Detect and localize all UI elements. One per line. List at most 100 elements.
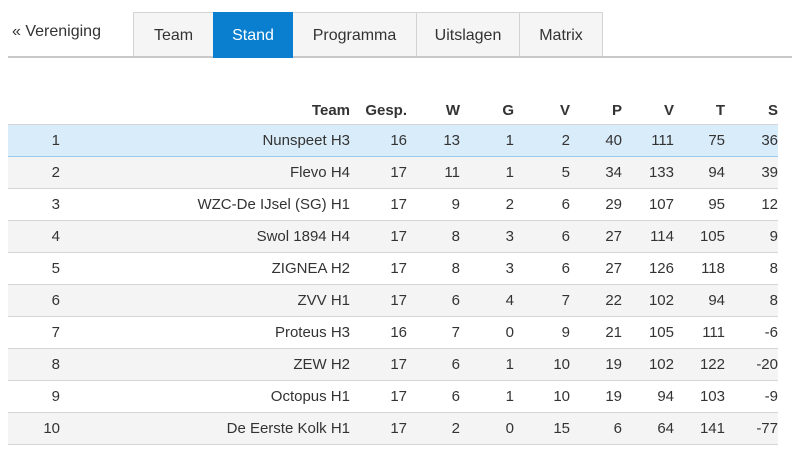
row-rank: 4 <box>8 220 60 253</box>
row-team-name: ZIGNEA H2 <box>60 252 350 285</box>
row-goal-difference: 9 <box>725 220 778 253</box>
row-rank: 7 <box>8 316 60 349</box>
row-points: 29 <box>570 188 622 221</box>
table-row[interactable]: 9 Octopus H1 17 6 1 10 19 94 103 -9 <box>8 380 778 413</box>
row-draws: 4 <box>460 284 514 317</box>
row-goal-difference: -9 <box>725 380 778 413</box>
tab-team[interactable]: Team <box>133 12 214 58</box>
header-doelpunten-voor: V <box>622 96 674 125</box>
row-losses: 9 <box>514 316 570 349</box>
header-v: V <box>514 96 570 125</box>
row-goal-difference: -77 <box>725 412 778 445</box>
row-draws: 3 <box>460 252 514 285</box>
row-goals-for: 94 <box>622 380 674 413</box>
table-row[interactable]: 7 Proteus H3 16 7 0 9 21 105 111 -6 <box>8 316 778 349</box>
row-played: 16 <box>350 316 407 349</box>
row-goal-difference: -6 <box>725 316 778 349</box>
header-t: T <box>674 96 725 125</box>
tab-uitslagen[interactable]: Uitslagen <box>416 12 520 58</box>
table-row[interactable]: 1 Nunspeet H3 16 13 1 2 40 111 75 36 <box>8 124 778 157</box>
row-draws: 1 <box>460 380 514 413</box>
table-row[interactable]: 6 ZVV H1 17 6 4 7 22 102 94 8 <box>8 284 778 317</box>
row-rank: 8 <box>8 348 60 381</box>
row-losses: 6 <box>514 252 570 285</box>
row-goals-for: 102 <box>622 284 674 317</box>
row-rank: 2 <box>8 156 60 189</box>
row-wins: 6 <box>407 348 460 381</box>
row-goals-against: 94 <box>674 284 725 317</box>
header-p: P <box>570 96 622 125</box>
row-team-name: Nunspeet H3 <box>60 124 350 157</box>
header-w: W <box>407 96 460 125</box>
row-goal-difference: 36 <box>725 124 778 157</box>
back-to-vereniging-link[interactable]: « Vereniging <box>12 23 101 40</box>
row-rank: 1 <box>8 124 60 157</box>
row-wins: 6 <box>407 284 460 317</box>
row-team-name: WZC-De IJsel (SG) H1 <box>60 188 350 221</box>
tab-matrix[interactable]: Matrix <box>519 12 603 58</box>
row-goal-difference: 8 <box>725 284 778 317</box>
table-row[interactable]: 4 Swol 1894 H4 17 8 3 6 27 114 105 9 <box>8 220 778 253</box>
header-s: S <box>725 96 778 125</box>
standings-table: Team Gesp. W G V P V T S 1 Nunspeet H3 16 1… <box>8 96 778 445</box>
table-row[interactable]: 3 WZC-De IJsel (SG) H1 17 9 2 6 29 107 95 12 <box>8 188 778 221</box>
row-goals-against: 103 <box>674 380 725 413</box>
row-draws: 2 <box>460 188 514 221</box>
row-team-name: De Eerste Kolk H1 <box>60 412 350 445</box>
row-draws: 1 <box>460 348 514 381</box>
row-rank: 6 <box>8 284 60 317</box>
row-played: 17 <box>350 380 407 413</box>
row-team-name: ZEW H2 <box>60 348 350 381</box>
table-row[interactable]: 10 De Eerste Kolk H1 17 2 0 15 6 64 141 -77 <box>8 412 778 445</box>
row-played: 16 <box>350 124 407 157</box>
row-wins: 11 <box>407 156 460 189</box>
row-losses: 15 <box>514 412 570 445</box>
table-row[interactable]: 8 ZEW H2 17 6 1 10 19 102 122 -20 <box>8 348 778 381</box>
row-losses: 10 <box>514 380 570 413</box>
row-goals-for: 126 <box>622 252 674 285</box>
tab-list: Team Stand Programma Uitslagen Matrix <box>133 12 603 58</box>
tab-stand[interactable]: Stand <box>213 12 293 58</box>
row-rank: 3 <box>8 188 60 221</box>
header-team: Team <box>60 96 350 125</box>
row-points: 40 <box>570 124 622 157</box>
row-played: 17 <box>350 284 407 317</box>
row-goals-for: 102 <box>622 348 674 381</box>
row-team-name: Proteus H3 <box>60 316 350 349</box>
row-goals-against: 95 <box>674 188 725 221</box>
row-draws: 0 <box>460 316 514 349</box>
row-wins: 13 <box>407 124 460 157</box>
table-row[interactable]: 2 Flevo H4 17 11 1 5 34 133 94 39 <box>8 156 778 189</box>
row-draws: 1 <box>460 156 514 189</box>
standings-body: 1 Nunspeet H3 16 13 1 2 40 111 75 36 2 Flevo H4 17 11… <box>8 124 778 445</box>
row-goals-against: 75 <box>674 124 725 157</box>
row-goals-for: 111 <box>622 124 674 157</box>
row-points: 6 <box>570 412 622 445</box>
tab-programma[interactable]: Programma <box>292 12 417 58</box>
row-goal-difference: 8 <box>725 252 778 285</box>
row-points: 19 <box>570 380 622 413</box>
row-wins: 8 <box>407 220 460 253</box>
row-draws: 1 <box>460 124 514 157</box>
row-losses: 7 <box>514 284 570 317</box>
row-goal-difference: -20 <box>725 348 778 381</box>
row-goals-against: 122 <box>674 348 725 381</box>
row-wins: 9 <box>407 188 460 221</box>
row-wins: 6 <box>407 380 460 413</box>
table-row[interactable]: 5 ZIGNEA H2 17 8 3 6 27 126 118 8 <box>8 252 778 285</box>
row-played: 17 <box>350 188 407 221</box>
row-played: 17 <box>350 220 407 253</box>
row-goals-against: 111 <box>674 316 725 349</box>
row-goals-against: 118 <box>674 252 725 285</box>
row-played: 17 <box>350 412 407 445</box>
row-goals-against: 105 <box>674 220 725 253</box>
row-played: 17 <box>350 348 407 381</box>
row-goal-difference: 12 <box>725 188 778 221</box>
row-points: 19 <box>570 348 622 381</box>
header-g: G <box>460 96 514 125</box>
row-wins: 2 <box>407 412 460 445</box>
row-losses: 10 <box>514 348 570 381</box>
standings-header: Team Gesp. W G V P V T S <box>8 96 778 125</box>
row-goals-for: 107 <box>622 188 674 221</box>
row-draws: 3 <box>460 220 514 253</box>
